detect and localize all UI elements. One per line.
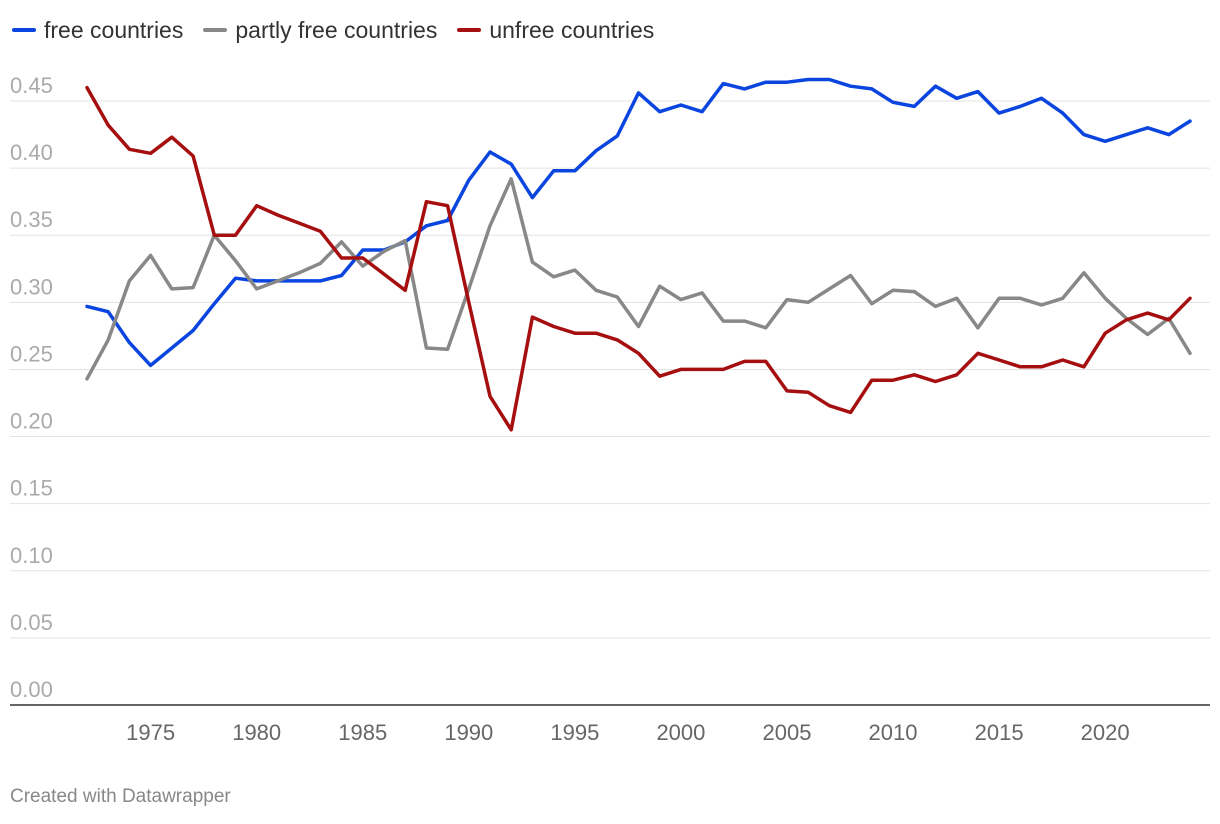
- x-tick-label: 1985: [338, 720, 387, 745]
- y-axis-ticks: 0.00 0.05 0.10 0.15 0.20 0.25 0.30 0.35 0.40 0.45: [10, 73, 53, 702]
- x-tick-label: 1980: [232, 720, 281, 745]
- y-tick-label: 0.05: [10, 610, 53, 635]
- x-axis-ticks: 1975 1980 1985 1990 1995 2000 2005 2010 2015 2020: [126, 720, 1129, 745]
- series-line-partly-free-countries: [85, 177, 1192, 381]
- series-line-free-countries: [85, 77, 1192, 368]
- y-tick-label: 0.00: [10, 677, 53, 702]
- legend-swatch-free-countries: [12, 28, 36, 32]
- x-tick-label: 1995: [550, 720, 599, 745]
- series-partly-free-countries: [85, 177, 1192, 381]
- legend-item-free-countries: free countries: [12, 17, 183, 44]
- line-chart: 0.00 0.05 0.10 0.15 0.20 0.25 0.30 0.35 0.40 0.45…: [10, 73, 1210, 745]
- series-lines: [85, 77, 1192, 432]
- legend-item-unfree-countries: unfree countries: [457, 17, 654, 44]
- y-tick-label: 0.45: [10, 73, 53, 98]
- y-tick-label: 0.35: [10, 207, 53, 232]
- legend-label-free-countries: free countries: [44, 16, 184, 43]
- y-tick-label: 0.20: [10, 409, 53, 434]
- x-tick-label: 2010: [869, 720, 918, 745]
- x-tick-label: 1975: [126, 720, 175, 745]
- x-tick-label: 2020: [1081, 720, 1130, 745]
- series-line-unfree-countries: [85, 85, 1192, 432]
- y-tick-label: 0.25: [10, 341, 53, 366]
- legend-label-unfree-countries: unfree countries: [489, 16, 655, 43]
- legend-swatch-partly-free-countries: [203, 28, 228, 32]
- chart-legend: free countries partly free countries unf…: [12, 14, 674, 46]
- y-tick-label: 0.40: [10, 140, 53, 165]
- x-tick-label: 1990: [444, 720, 493, 745]
- legend-label-partly-free-countries: partly free countries: [235, 16, 438, 43]
- legend-swatch-unfree-countries: [457, 28, 482, 32]
- series-unfree-countries: [85, 85, 1192, 432]
- legend-item-partly-free-countries: partly free countries: [203, 17, 437, 44]
- y-tick-label: 0.30: [10, 274, 53, 299]
- x-tick-label: 2015: [975, 720, 1024, 745]
- grid-lines: [10, 100, 1210, 639]
- footer-credit: Created with Datawrapper: [10, 786, 231, 807]
- y-tick-label: 0.10: [10, 543, 53, 568]
- x-tick-label: 2000: [656, 720, 705, 745]
- x-tick-label: 2005: [763, 720, 812, 745]
- series-free-countries: [85, 77, 1192, 368]
- y-tick-label: 0.15: [10, 476, 53, 501]
